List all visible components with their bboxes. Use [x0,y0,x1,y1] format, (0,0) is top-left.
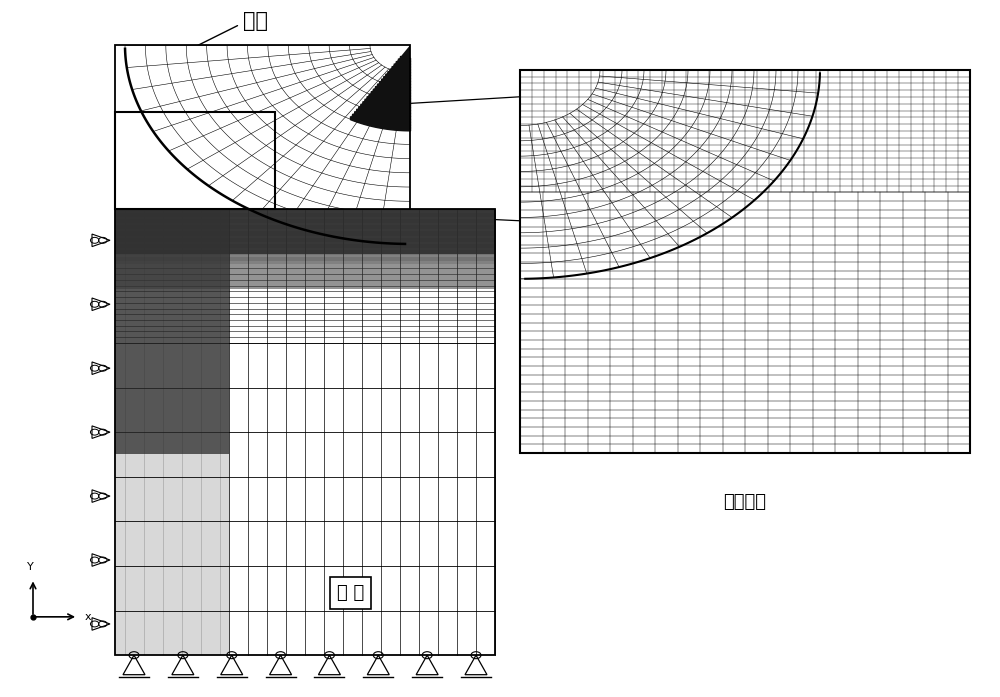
Bar [520,70,970,453]
Bar [115,45,410,209]
Text: 局部区域: 局部区域 [724,493,767,511]
Bar [520,70,970,453]
Text: Y: Y [27,562,33,572]
Text: 压头: 压头 [242,11,268,31]
Bar [115,209,229,454]
Text: 试 件: 试 件 [337,583,364,602]
Bar [115,45,410,209]
Text: x: x [85,612,92,622]
Bar [115,209,495,655]
Bar [115,209,495,254]
Bar [115,209,495,655]
Bar [115,209,495,289]
Bar [115,45,410,209]
Wedge shape [350,45,410,129]
Bar [115,112,275,209]
Bar [520,70,970,453]
